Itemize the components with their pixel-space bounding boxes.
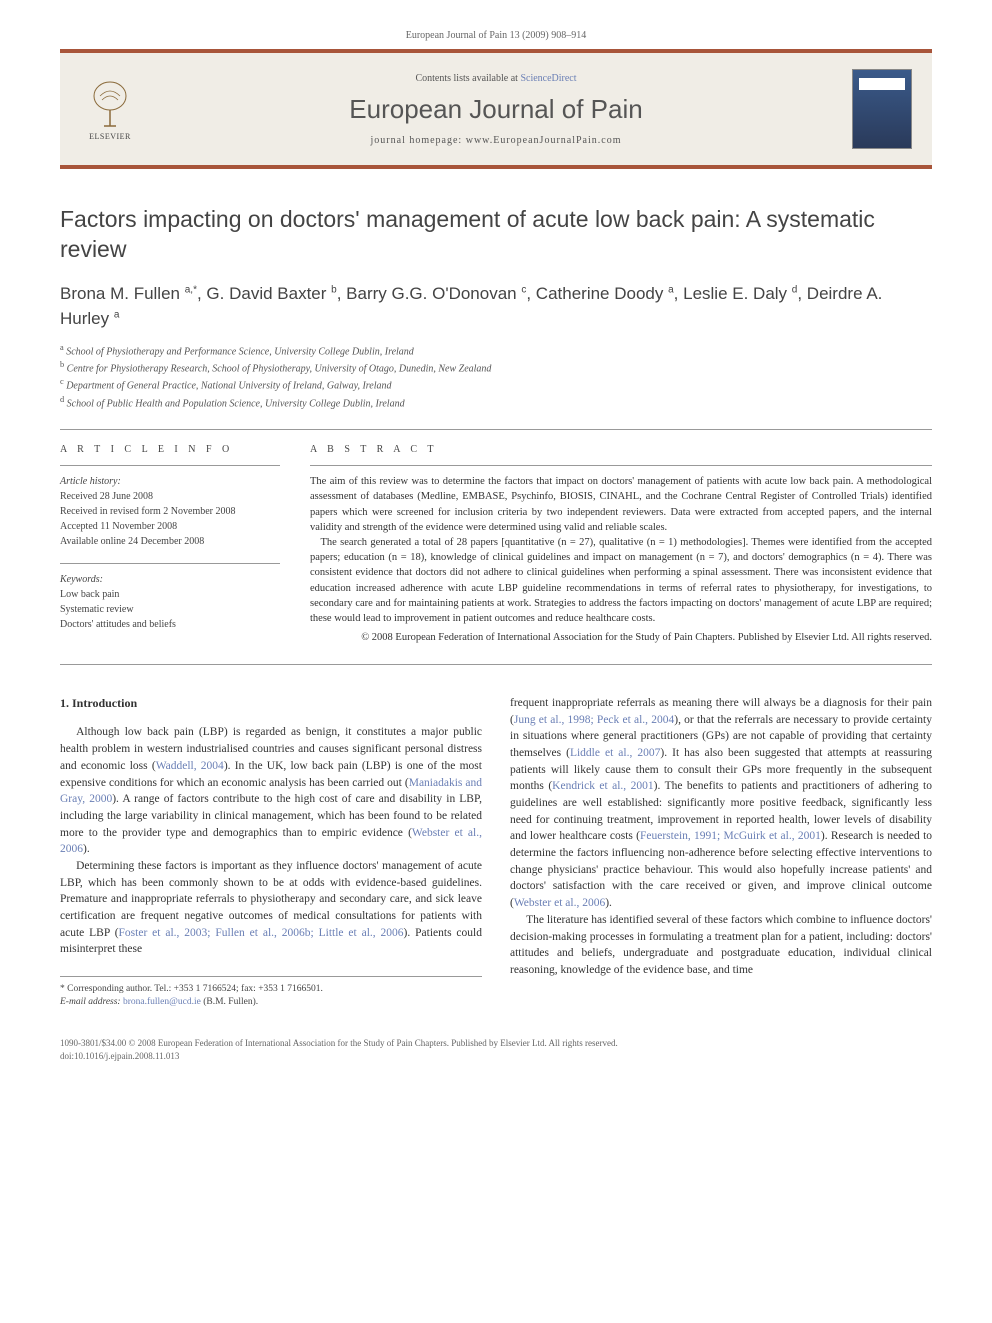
footer-copyright: 1090-3801/$34.00 © 2008 European Federat… — [60, 1037, 932, 1050]
email-label: E-mail address: — [60, 997, 121, 1007]
abstract-para-2: The search generated a total of 28 paper… — [310, 535, 932, 626]
keywords-block: Keywords: Low back pain Systematic revie… — [60, 563, 280, 632]
intro-para-1: Although low back pain (LBP) is regarded… — [60, 724, 482, 857]
author-list: Brona M. Fullen a,*, G. David Baxter b, … — [60, 281, 932, 332]
page-footer: 1090-3801/$34.00 © 2008 European Federat… — [60, 1037, 932, 1062]
abstract-para-1: The aim of this review was to determine … — [310, 474, 932, 535]
journal-header: ELSEVIER Contents lists available at Sci… — [60, 49, 932, 169]
article-history-block: Article history: Received 28 June 2008 R… — [60, 465, 280, 549]
divider-top — [60, 429, 932, 430]
history-line-1: Received in revised form 2 November 2008 — [60, 506, 236, 517]
ref-foster-fullen-little[interactable]: Foster et al., 2003; Fullen et al., 2006… — [119, 927, 404, 939]
corr-email-line: E-mail address: brona.fullen@ucd.ie (B.M… — [60, 996, 482, 1009]
contents-prefix: Contents lists available at — [415, 73, 520, 84]
ref-jung-peck[interactable]: Jung et al., 1998; Peck et al., 2004 — [514, 714, 674, 726]
info-abstract-row: A R T I C L E I N F O Article history: R… — [60, 444, 932, 646]
history-line-2: Accepted 11 November 2008 — [60, 521, 177, 532]
elsevier-tree-icon — [86, 78, 134, 130]
homepage-prefix: journal homepage: — [371, 135, 466, 146]
body-two-column: 1. Introduction Although low back pain (… — [60, 695, 932, 1009]
page-container: European Journal of Pain 13 (2009) 908–9… — [0, 0, 992, 1093]
contents-available-line: Contents lists available at ScienceDirec… — [160, 73, 832, 84]
journal-cover-thumbnail[interactable] — [852, 69, 912, 149]
ref-kendrick-2001[interactable]: Kendrick et al., 2001 — [552, 780, 653, 792]
history-line-3: Available online 24 December 2008 — [60, 536, 204, 547]
article-title: Factors impacting on doctors' management… — [60, 205, 932, 265]
journal-reference: European Journal of Pain 13 (2009) 908–9… — [60, 30, 932, 41]
body-left-column: 1. Introduction Although low back pain (… — [60, 695, 482, 1009]
corresponding-author-footnote: * Corresponding author. Tel.: +353 1 716… — [60, 976, 482, 1010]
intro-para-3: The literature has identified several of… — [510, 912, 932, 979]
ref-waddell-2004[interactable]: Waddell, 2004 — [156, 760, 224, 772]
publisher-name: ELSEVIER — [89, 132, 131, 141]
section-1-heading: 1. Introduction — [60, 695, 482, 712]
journal-title: European Journal of Pain — [160, 94, 832, 125]
corr-author-line: * Corresponding author. Tel.: +353 1 716… — [60, 983, 482, 996]
article-info-heading: A R T I C L E I N F O — [60, 444, 280, 455]
history-label: Article history: — [60, 476, 121, 487]
homepage-line: journal homepage: www.EuropeanJournalPai… — [160, 135, 832, 146]
homepage-url[interactable]: www.EuropeanJournalPain.com — [466, 135, 622, 146]
intro-para-1-cont: frequent inappropriate referrals as mean… — [510, 695, 932, 912]
abstract-copyright: © 2008 European Federation of Internatio… — [310, 630, 932, 645]
keywords-label: Keywords: — [60, 574, 103, 585]
ref-feuerstein-mcguirk[interactable]: Feuerstein, 1991; McGuirk et al., 2001 — [640, 830, 821, 842]
keyword-1: Systematic review — [60, 604, 134, 615]
abstract-text: The aim of this review was to determine … — [310, 465, 932, 645]
footer-doi: doi:10.1016/j.ejpain.2008.11.013 — [60, 1050, 932, 1063]
abstract-column: A B S T R A C T The aim of this review w… — [310, 444, 932, 646]
keyword-0: Low back pain — [60, 589, 119, 600]
body-right-column: frequent inappropriate referrals as mean… — [510, 695, 932, 1009]
ref-liddle-2007[interactable]: Liddle et al., 2007 — [570, 747, 660, 759]
elsevier-logo[interactable]: ELSEVIER — [80, 74, 140, 144]
affiliations-list: a School of Physiotherapy and Performanc… — [60, 342, 932, 411]
header-center: Contents lists available at ScienceDirec… — [160, 73, 832, 146]
history-line-0: Received 28 June 2008 — [60, 491, 153, 502]
ref-webster-2006-b[interactable]: Webster et al., 2006 — [514, 897, 605, 909]
divider-bottom — [60, 664, 932, 665]
sciencedirect-link[interactable]: ScienceDirect — [520, 73, 576, 84]
corr-email-suffix: (B.M. Fullen). — [203, 997, 258, 1007]
intro-para-2: Determining these factors is important a… — [60, 858, 482, 958]
article-info-column: A R T I C L E I N F O Article history: R… — [60, 444, 280, 646]
keyword-2: Doctors' attitudes and beliefs — [60, 619, 176, 630]
abstract-heading: A B S T R A C T — [310, 444, 932, 455]
corr-email-link[interactable]: brona.fullen@ucd.ie — [123, 997, 201, 1007]
